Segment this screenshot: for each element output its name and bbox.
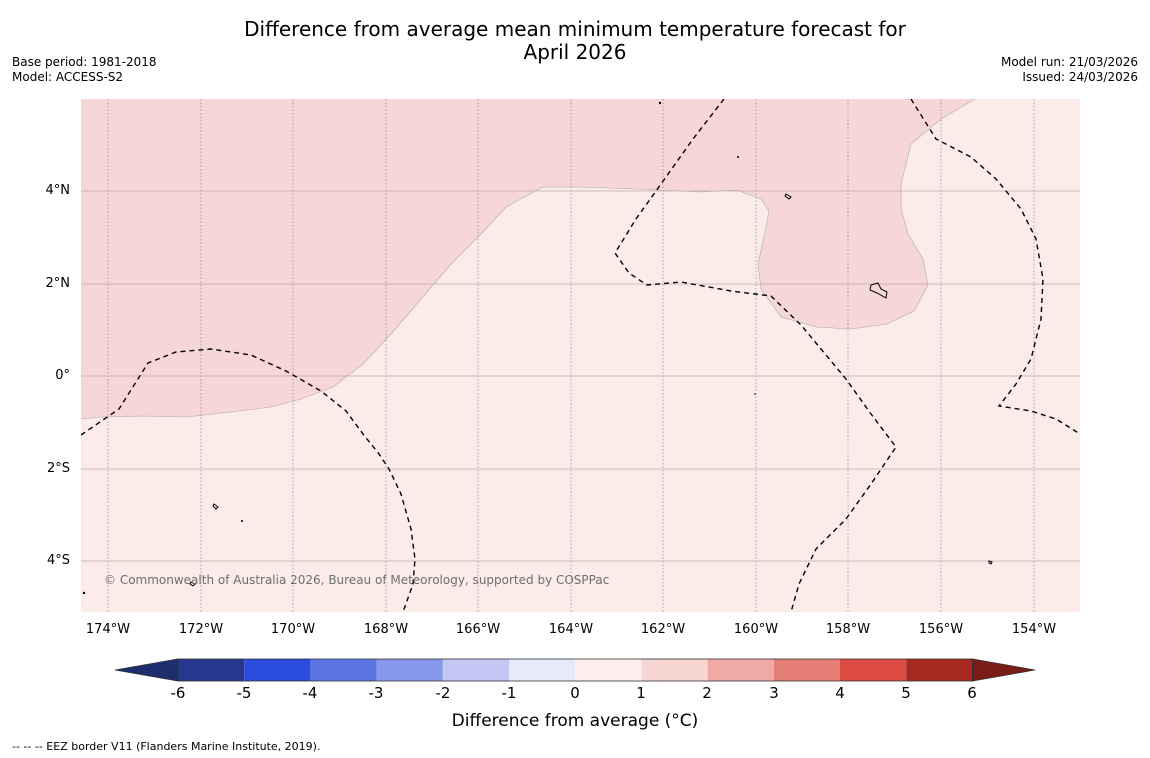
colorbar-bin-9 — [707, 659, 774, 681]
colorbar-bin-2 — [244, 659, 311, 681]
title-line-2: April 2026 — [523, 40, 627, 64]
lon-label-160w: 160°W — [733, 622, 779, 637]
cbar-tick-2: 2 — [702, 684, 712, 702]
meridian-gridlines — [107, 99, 1035, 612]
lon-label-166w: 166°W — [455, 622, 501, 637]
base-period: Base period: 1981-2018 — [12, 55, 157, 69]
colorbar-bin-12 — [906, 659, 973, 681]
colorbar-label: Difference from average (°C) — [451, 711, 699, 731]
colorbar-bin-8 — [641, 659, 708, 681]
colorbar-bin-11 — [840, 659, 907, 681]
issued-date: Issued: 24/03/2026 — [1022, 70, 1138, 84]
colorbar-outline — [177, 658, 973, 682]
cbar-tick-4: 4 — [835, 684, 845, 702]
cbar-tick-5: 5 — [901, 684, 911, 702]
anomaly-contour-1 — [81, 99, 976, 420]
cbar-tick-3: 3 — [769, 684, 779, 702]
lat-label-4s: 4°S — [46, 553, 70, 568]
cbar-tick-neg4: -4 — [302, 684, 318, 702]
lon-label-174w: 174°W — [85, 622, 131, 637]
eez-footnote: -- -- -- EEZ border V11 (Flanders Marine… — [12, 740, 321, 753]
colorbar-bin-6 — [509, 659, 576, 681]
colorbar-bin-5 — [442, 659, 509, 681]
map-svg — [81, 99, 1080, 612]
lon-label-162w: 162°W — [640, 622, 686, 637]
lon-label-156w: 156°W — [918, 622, 964, 637]
lon-label-168w: 168°W — [363, 622, 409, 637]
lat-label-0: 0° — [55, 368, 70, 383]
colorbar-bin-4 — [376, 659, 443, 681]
colorbar-extend-high — [972, 658, 1036, 682]
model-name: Model: ACCESS-S2 — [12, 70, 124, 84]
lon-label-170w: 170°W — [270, 622, 316, 637]
small-islands — [82, 101, 756, 595]
lat-label-2n: 2°N — [45, 276, 71, 291]
lat-label-4n: 4°N — [45, 183, 71, 198]
anomaly-region-1-2 — [81, 99, 975, 419]
lon-label-158w: 158°W — [825, 622, 871, 637]
cbar-tick-neg3: -3 — [368, 684, 384, 702]
lon-label-172w: 172°W — [178, 622, 224, 637]
colorbar-bin-3 — [310, 659, 377, 681]
meta-right: Model run: 21/03/2026 Issued: 24/03/2026 — [1001, 55, 1138, 85]
eez-borders — [81, 99, 1080, 612]
islands — [189, 193, 993, 587]
title-line-1: Difference from average mean minimum tem… — [244, 17, 906, 41]
cbar-tick-neg5: -5 — [236, 684, 252, 702]
lat-label-2s: 2°S — [46, 461, 70, 476]
chart-title: Difference from average mean minimum tem… — [0, 18, 1150, 64]
colorbar-bin-1 — [178, 659, 245, 681]
colorbar-bin-10 — [773, 659, 840, 681]
lon-label-154w: 154°W — [1011, 622, 1057, 637]
map-panel — [81, 99, 1080, 612]
lon-label-164w: 164°W — [548, 622, 594, 637]
colorbar-svg — [114, 658, 1036, 682]
cbar-tick-neg6: -6 — [170, 684, 186, 702]
colorbar — [110, 658, 1040, 688]
copyright-notice: © Commonwealth of Australia 2026, Bureau… — [104, 573, 610, 587]
parallel-gridlines — [81, 190, 1080, 562]
colorbar-extend-low — [114, 658, 179, 682]
meta-left: Base period: 1981-2018 Model: ACCESS-S2 — [12, 55, 157, 85]
cbar-tick-neg2: -2 — [435, 684, 451, 702]
cbar-tick-0: 0 — [570, 684, 580, 702]
cbar-tick-neg1: -1 — [501, 684, 517, 702]
colorbar-bin-7 — [575, 659, 642, 681]
cbar-tick-1: 1 — [636, 684, 646, 702]
cbar-tick-6: 6 — [967, 684, 977, 702]
model-run: Model run: 21/03/2026 — [1000, 55, 1138, 69]
